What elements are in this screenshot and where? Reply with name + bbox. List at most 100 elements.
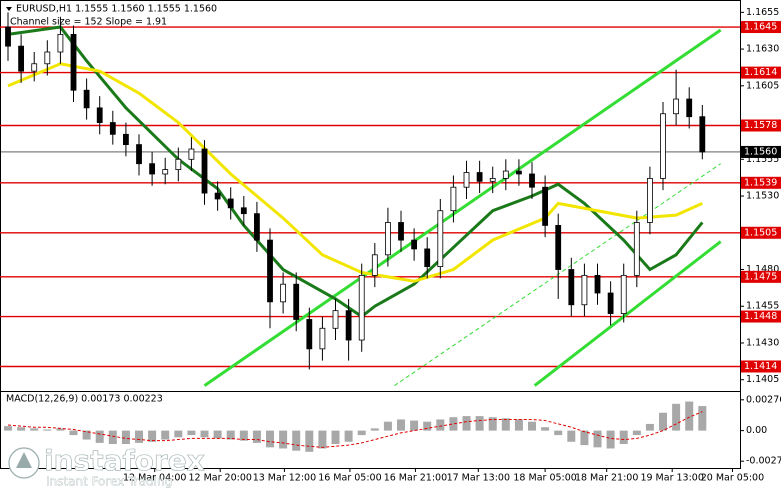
macd-bar (410, 420, 419, 431)
macd-bar (685, 401, 694, 431)
macd-bar (239, 430, 248, 441)
candle-body (660, 113, 666, 179)
candle-body (686, 98, 693, 118)
level-label: 1.1448 (744, 311, 777, 322)
macd-bar (331, 430, 340, 445)
level-label-box (741, 226, 781, 239)
y-tick-label: 1.1430 (746, 337, 779, 348)
macd-bar (279, 430, 288, 449)
candle-body (18, 45, 25, 72)
candle-body (398, 222, 404, 241)
candle-body (96, 107, 103, 123)
candle-body (594, 274, 601, 294)
macd-bar (121, 430, 130, 445)
macd-bar (266, 430, 275, 448)
chart-subtitle: Channel size = 152 Slope = 1.91 (10, 17, 167, 28)
candle-body (5, 26, 11, 47)
watermark: instaforex Instant Forex Trading (8, 444, 205, 489)
macd-bar (82, 430, 91, 440)
x-tick-label: 16 Mar 05:00 (318, 473, 381, 484)
level-label-box (741, 270, 781, 283)
watermark-brand: instaforex (44, 444, 205, 477)
x-tick-label: 17 Mar 13:00 (447, 473, 510, 484)
macd-bar (213, 430, 222, 439)
macd-bar (436, 419, 445, 431)
candle-body (136, 144, 142, 165)
candle-body (44, 51, 51, 65)
symbol-marker (6, 7, 12, 11)
level-label: 1.1414 (744, 361, 777, 372)
macd-bar (554, 430, 563, 436)
macd-bar (30, 428, 39, 431)
macd-bar (161, 430, 170, 440)
macd-bar (645, 423, 654, 431)
macd-bar (43, 429, 52, 431)
macd-bar (17, 427, 26, 431)
moving-average (7, 62, 703, 283)
candle-body (555, 225, 562, 270)
macd-bar (292, 430, 301, 451)
candle-body (293, 283, 300, 320)
macd-bar (541, 427, 550, 431)
chart-title: EURUSD,H1 1.1555 1.1560 1.1555 1.1560 (16, 4, 217, 15)
x-tick-label: 13 Mar 12:00 (253, 473, 316, 484)
macd-bar (226, 430, 235, 440)
level-label-box (741, 360, 781, 373)
watermark-tagline: Instant Forex Trading (46, 475, 172, 489)
y-tick-label: 1.1530 (746, 191, 779, 202)
candle-body (450, 186, 457, 212)
macd-bar (4, 426, 13, 431)
y-tick-label: 0.00276 (746, 394, 781, 405)
y-tick-label: 1.1555 (746, 154, 779, 165)
y-tick-label: 1.1405 (746, 374, 779, 385)
candle-body (31, 63, 38, 72)
candle-body (240, 207, 247, 215)
candle-body (633, 222, 640, 276)
x-tick-label: 12 Mar 04:00 (123, 473, 186, 484)
watermark-logo-mark (16, 452, 32, 468)
macd-bar (659, 412, 668, 431)
candle-body (109, 122, 116, 135)
candle-body (162, 169, 169, 175)
candle-body (411, 239, 418, 250)
x-tick-label: 18 Mar 21:00 (575, 473, 638, 484)
level-label: 1.1578 (744, 120, 777, 131)
level-label-box (741, 310, 781, 323)
x-tick-label: 20 Mar 05:00 (701, 473, 764, 484)
macd-bar (56, 428, 65, 431)
macd-bar (135, 430, 144, 443)
macd-bar (148, 430, 157, 442)
candle-body (424, 248, 431, 267)
level-label-box (741, 176, 781, 189)
macd-bar (370, 428, 379, 431)
channel-line (394, 163, 721, 387)
macd-bar (187, 430, 196, 436)
macd-bar (69, 430, 78, 436)
plot: 1.16551.16301.16051.15551.15301.14801.14… (0, 7, 781, 484)
candle-body (385, 222, 391, 256)
x-tick-label: 12 Mar 20:00 (189, 473, 252, 484)
candle-body (70, 33, 77, 91)
x-tick-label: 18 Mar 05:00 (513, 473, 576, 484)
candle-body (267, 239, 273, 303)
candle-body (699, 116, 706, 153)
candle-body (489, 177, 496, 182)
macd-title: MACD(12,26,9) 0.00173 0.00223 (6, 394, 163, 405)
macd-bar (475, 416, 484, 431)
macd-bar (514, 419, 523, 431)
level-label: 1.1505 (744, 227, 777, 238)
macd-bar (318, 430, 327, 449)
level-label: 1.1539 (744, 177, 777, 188)
candle-body (345, 310, 352, 341)
y-tick-label: -0.00274 (746, 456, 781, 467)
candle-body (332, 310, 339, 329)
candle-body (437, 210, 444, 267)
level-label: 1.1560 (744, 146, 777, 157)
macd-bar (619, 430, 628, 445)
macd-bar (95, 430, 104, 443)
moving-average (7, 25, 704, 319)
macd-bar (305, 430, 314, 452)
macd-bar (528, 421, 537, 431)
macd-bar (108, 430, 117, 445)
